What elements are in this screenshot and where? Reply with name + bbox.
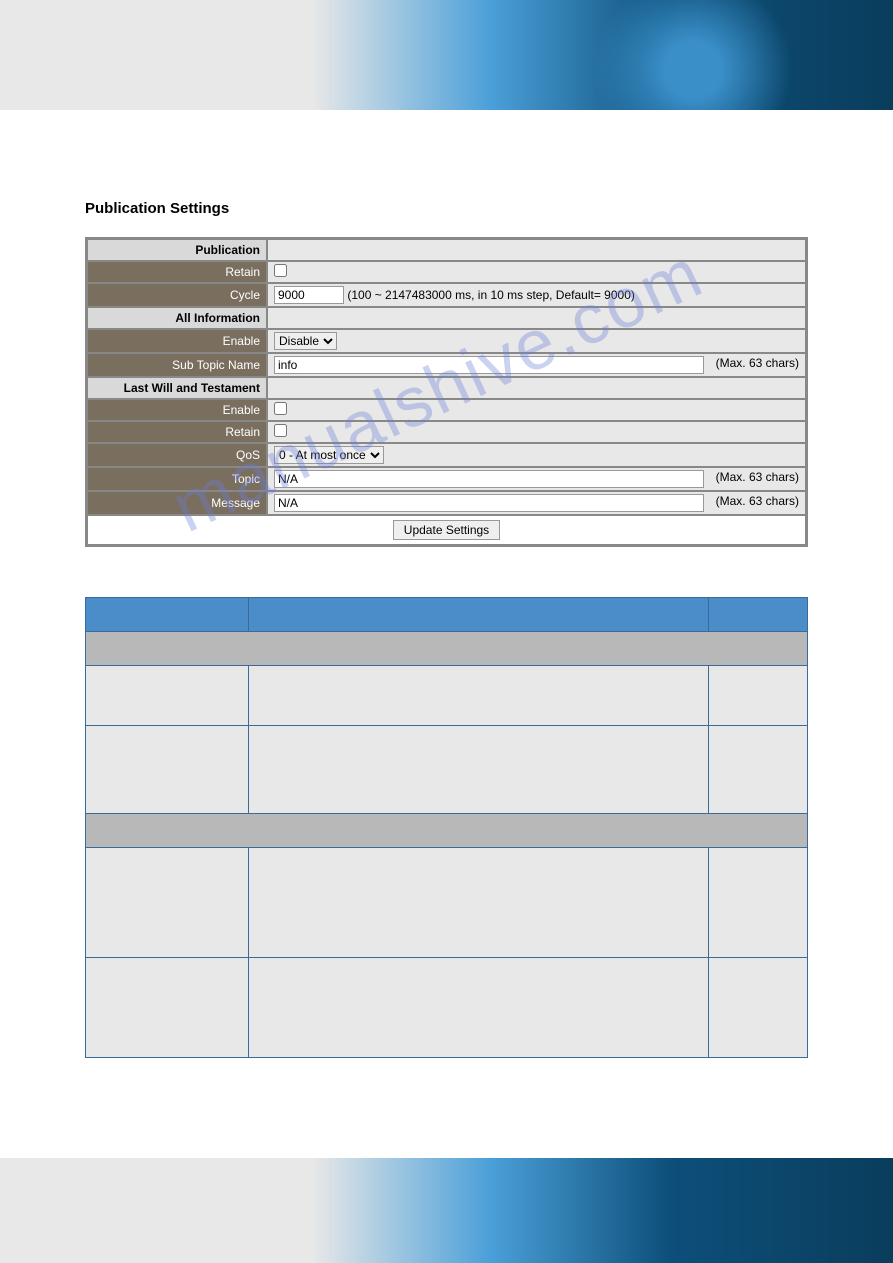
content: Publication Settings Publication Retain … bbox=[0, 110, 893, 1058]
retain-checkbox[interactable] bbox=[274, 264, 287, 277]
info-table bbox=[85, 597, 808, 1058]
sub-topic-hint: (Max. 63 chars) bbox=[716, 356, 799, 370]
page-title: Publication Settings bbox=[85, 200, 808, 217]
info-header-3 bbox=[709, 598, 808, 632]
label-message: Message bbox=[87, 491, 267, 515]
retain-lwt-checkbox[interactable] bbox=[274, 424, 287, 437]
info-cell-4-3 bbox=[709, 958, 808, 1058]
info-header-1 bbox=[86, 598, 249, 632]
info-cell-3-1 bbox=[86, 848, 249, 958]
banner-bottom bbox=[0, 1158, 893, 1263]
info-cell-1-2 bbox=[249, 666, 709, 726]
label-last-will: Last Will and Testament bbox=[87, 377, 267, 399]
label-retain: Retain bbox=[87, 261, 267, 283]
label-publication: Publication bbox=[87, 239, 267, 261]
label-topic: Topic bbox=[87, 467, 267, 491]
topic-input[interactable] bbox=[274, 470, 704, 488]
info-cell-4-1 bbox=[86, 958, 249, 1058]
info-section-2 bbox=[86, 814, 808, 848]
info-cell-2-2 bbox=[249, 726, 709, 814]
info-cell-4-2 bbox=[249, 958, 709, 1058]
label-enable-lwt: Enable bbox=[87, 399, 267, 421]
info-cell-3-3 bbox=[709, 848, 808, 958]
topic-hint: (Max. 63 chars) bbox=[716, 470, 799, 484]
info-cell-2-3 bbox=[709, 726, 808, 814]
sub-topic-input[interactable] bbox=[274, 356, 704, 374]
last-will-value bbox=[267, 377, 806, 399]
info-header-2 bbox=[249, 598, 709, 632]
info-cell-3-2 bbox=[249, 848, 709, 958]
info-section-1 bbox=[86, 632, 808, 666]
cycle-hint: (100 ~ 2147483000 ms, in 10 ms step, Def… bbox=[347, 288, 635, 302]
publication-value bbox=[267, 239, 806, 261]
enable-lwt-checkbox[interactable] bbox=[274, 402, 287, 415]
info-cell-1-1 bbox=[86, 666, 249, 726]
label-qos: QoS bbox=[87, 443, 267, 467]
all-information-value bbox=[267, 307, 806, 329]
cycle-input[interactable] bbox=[274, 286, 344, 304]
enable-allinfo-select[interactable]: Disable bbox=[274, 332, 337, 350]
label-cycle: Cycle bbox=[87, 283, 267, 307]
info-cell-1-3 bbox=[709, 666, 808, 726]
info-cell-2-1 bbox=[86, 726, 249, 814]
label-all-information: All Information bbox=[87, 307, 267, 329]
qos-select[interactable]: 0 - At most once bbox=[274, 446, 384, 464]
banner-top bbox=[0, 0, 893, 110]
label-retain-lwt: Retain bbox=[87, 421, 267, 443]
settings-table: Publication Retain Cycle (100 ~ 21474830… bbox=[85, 237, 808, 547]
label-enable-allinfo: Enable bbox=[87, 329, 267, 353]
message-hint: (Max. 63 chars) bbox=[716, 494, 799, 508]
update-settings-button[interactable]: Update Settings bbox=[393, 520, 500, 540]
label-sub-topic: Sub Topic Name bbox=[87, 353, 267, 377]
message-input[interactable] bbox=[274, 494, 704, 512]
